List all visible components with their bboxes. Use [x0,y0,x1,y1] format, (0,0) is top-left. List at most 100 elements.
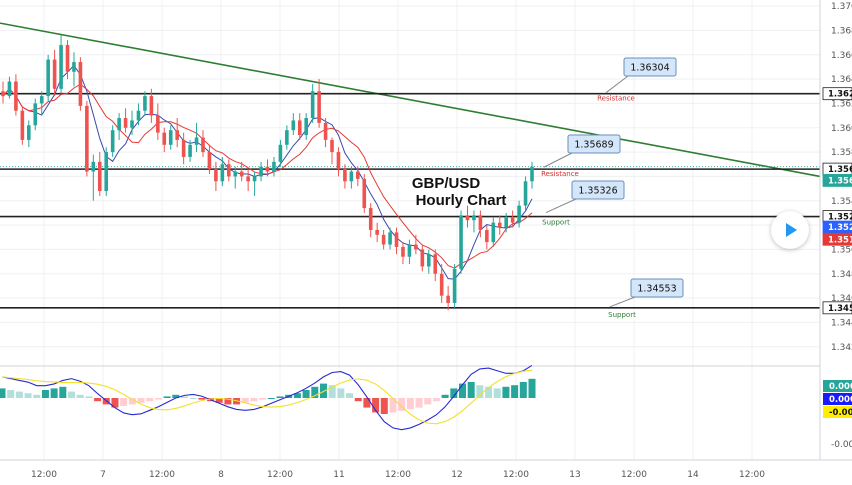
price-callout-box [630,278,684,298]
histogram-bar [528,378,536,398]
time-tick-label: 13 [569,470,580,480]
candle-body [14,81,18,111]
price-axis[interactable]: 1.370 1.368 1.366 1.364 1.362 1.360 1.358 1.356… [819,0,852,485]
candle-body [349,171,354,182]
histogram-bar [128,398,136,405]
histogram-bar [76,394,84,398]
level-note: Resistance [597,95,635,103]
histogram-bar [241,398,249,403]
price-tag-box [822,301,852,315]
candle-body [452,268,457,303]
price-callout-label: 1.34553 [637,284,676,295]
candle-body [517,205,521,223]
candle-body [465,215,470,221]
candle-body [336,152,341,170]
price-tick-label: 1.368 [831,26,852,36]
histogram-bar [424,398,432,405]
histogram-bar [380,398,388,414]
histogram-bar [502,386,510,398]
histogram-bar [293,393,301,398]
callout-pointer [605,75,629,94]
candle-body [156,115,160,133]
price-tag-label: 1.356 [828,165,852,175]
candle-body [272,161,276,172]
histogram-bar [511,385,519,398]
price-tag-label: 1.351 [828,235,852,245]
histogram-bar [406,398,414,410]
price-tick-label: 1.348 [831,270,852,280]
candle-body [356,171,360,179]
candle-body [472,215,476,221]
price-tag-label: 1.345 [828,304,852,314]
histogram-bar [180,396,188,398]
price-tick-label: 1.342 [831,343,852,353]
histogram-bar [493,388,501,398]
histogram-bar [250,398,258,402]
time-tick-label: 12:00 [621,470,647,480]
candle-body [491,222,496,243]
price-tick-label: 1.344 [831,318,852,328]
candle-body [188,144,192,157]
oscillator-tag-label: -0.00 [829,408,852,418]
candle-body [91,161,96,172]
histogram-bar [389,398,397,413]
candle-body [85,105,89,172]
candle-body [459,215,463,269]
candle-body [52,59,57,89]
candle-body [291,120,296,131]
histogram-bar [302,390,310,398]
time-tick-label: 14 [687,470,699,480]
candle-body [97,161,102,192]
candle-body [78,62,83,106]
histogram-bar [398,398,406,411]
candle-body [433,254,438,274]
candle-body [117,118,121,131]
histogram-bar [354,398,362,402]
time-tick-label: 7 [100,470,106,480]
histogram-bar [267,398,275,399]
candle-body [168,130,173,145]
candle-body [143,96,147,111]
candle-body [394,232,399,247]
play-button[interactable] [771,211,809,249]
candle-body [317,91,321,123]
price-tag-label: 1.352 [828,213,852,223]
candle-body [181,139,186,157]
candle-body [485,229,489,243]
candle-body [214,169,218,182]
callout-pointer [609,296,636,308]
price-tick-label: 1.362 [831,99,852,109]
candle-body [381,234,386,245]
candle-body [259,166,263,177]
time-tick-label: 12:00 [503,470,529,480]
candle-body [388,232,392,245]
histogram-bar [363,398,371,408]
histogram-bar [519,382,527,398]
histogram-bar [120,398,128,406]
histogram-bar [137,398,145,403]
candle-body [426,254,431,267]
candle-body [278,144,283,162]
candle-body [407,244,412,257]
time-tick-label: 12:00 [31,470,57,480]
price-tag-box [822,174,852,187]
candle-body [59,45,63,89]
time-axis[interactable]: 12:00 7 12:00 8 12:00 11 12:00 12 12:00 13 12:00 14… [0,459,852,480]
chart-title-line-2: Hourly Chart [416,192,507,209]
candle-body [265,166,270,172]
oscillator-tag-label: 0.000 [829,382,852,392]
candle-body [420,249,425,267]
price-callout-label: 1.36304 [630,63,669,74]
candle-body [504,217,508,228]
candle-body [252,176,257,182]
histogram-bar [415,398,423,408]
histogram-bar [276,396,284,398]
candle-body [39,96,44,104]
callout-pointer [545,198,577,214]
candle-body [401,246,405,257]
oscillator-panel [0,364,536,431]
chart-title-line-1: GBP/USD [412,175,481,192]
candle-body [72,62,76,72]
descending-trendline [0,22,821,178]
